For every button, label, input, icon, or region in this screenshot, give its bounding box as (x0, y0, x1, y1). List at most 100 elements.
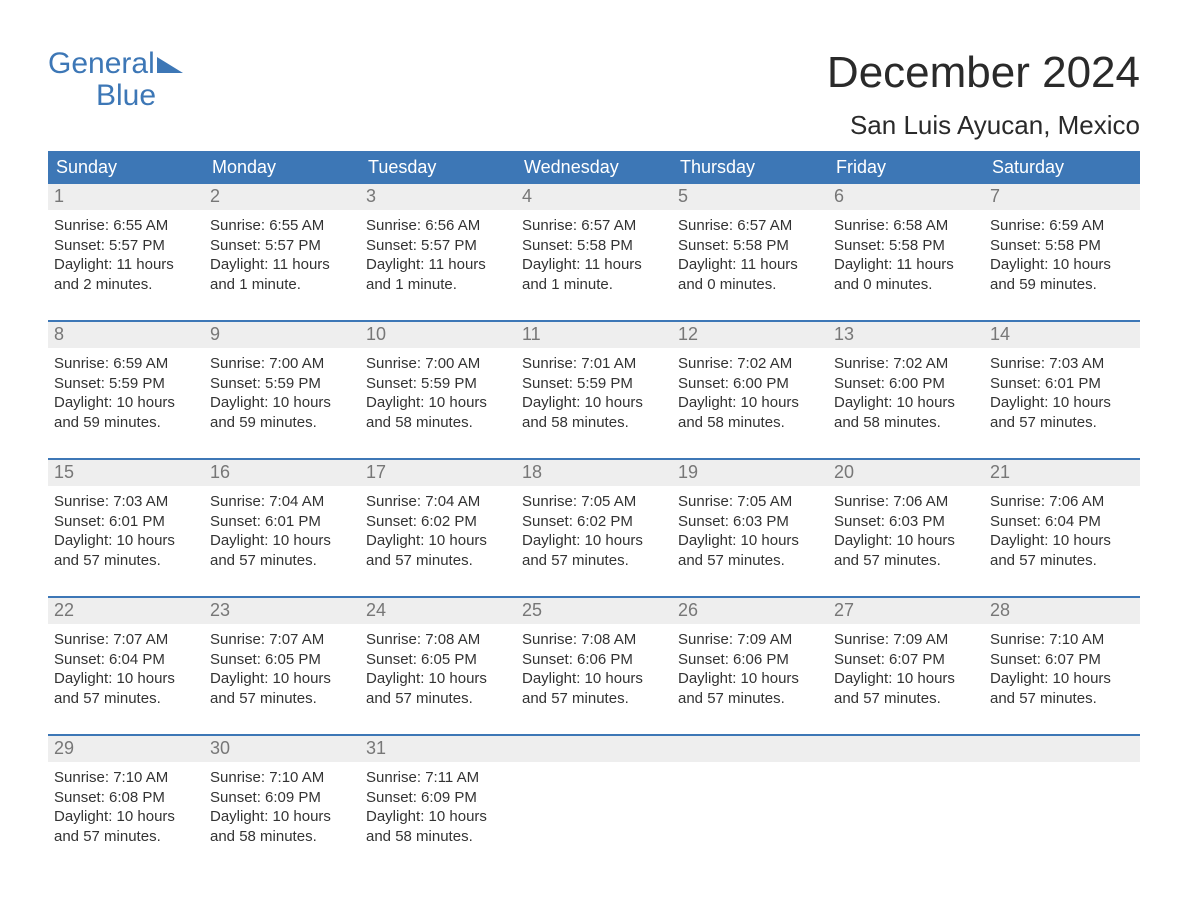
sunrise-line: Sunrise: 7:04 AM (210, 492, 354, 512)
daylight-line: Daylight: 10 hours and 57 minutes. (990, 669, 1134, 708)
day-body (516, 762, 672, 854)
sunrise-line: Sunrise: 7:08 AM (366, 630, 510, 650)
sunset-line: Sunset: 6:01 PM (990, 374, 1134, 394)
calendar-week: 29Sunrise: 7:10 AMSunset: 6:08 PMDayligh… (48, 734, 1140, 854)
daylight-line: Daylight: 11 hours and 1 minute. (366, 255, 510, 294)
logo: General Blue (48, 48, 183, 111)
sunset-line: Sunset: 6:09 PM (366, 788, 510, 808)
day-body: Sunrise: 7:00 AMSunset: 5:59 PMDaylight:… (204, 348, 360, 440)
sunrise-line: Sunrise: 6:58 AM (834, 216, 978, 236)
day-body: Sunrise: 7:02 AMSunset: 6:00 PMDaylight:… (672, 348, 828, 440)
sunrise-line: Sunrise: 7:04 AM (366, 492, 510, 512)
day-number: 27 (828, 598, 984, 624)
day-number (672, 736, 828, 762)
day-number: 1 (48, 184, 204, 210)
day-body: Sunrise: 7:05 AMSunset: 6:03 PMDaylight:… (672, 486, 828, 578)
sunrise-line: Sunrise: 6:55 AM (54, 216, 198, 236)
sunset-line: Sunset: 6:03 PM (678, 512, 822, 532)
day-number: 26 (672, 598, 828, 624)
calendar-day: 7Sunrise: 6:59 AMSunset: 5:58 PMDaylight… (984, 184, 1140, 302)
daylight-line: Daylight: 10 hours and 57 minutes. (54, 531, 198, 570)
sunset-line: Sunset: 6:06 PM (678, 650, 822, 670)
calendar-day: 30Sunrise: 7:10 AMSunset: 6:09 PMDayligh… (204, 736, 360, 854)
sunrise-line: Sunrise: 6:55 AM (210, 216, 354, 236)
day-body: Sunrise: 7:06 AMSunset: 6:04 PMDaylight:… (984, 486, 1140, 578)
sunrise-line: Sunrise: 6:59 AM (54, 354, 198, 374)
day-number: 31 (360, 736, 516, 762)
sunset-line: Sunset: 6:07 PM (990, 650, 1134, 670)
calendar-day: 21Sunrise: 7:06 AMSunset: 6:04 PMDayligh… (984, 460, 1140, 578)
location-label: San Luis Ayucan, Mexico (827, 110, 1140, 141)
calendar-day: 24Sunrise: 7:08 AMSunset: 6:05 PMDayligh… (360, 598, 516, 716)
sunset-line: Sunset: 5:59 PM (210, 374, 354, 394)
sunset-line: Sunset: 5:58 PM (990, 236, 1134, 256)
calendar-day: 12Sunrise: 7:02 AMSunset: 6:00 PMDayligh… (672, 322, 828, 440)
sunrise-line: Sunrise: 7:10 AM (54, 768, 198, 788)
daylight-line: Daylight: 10 hours and 58 minutes. (834, 393, 978, 432)
calendar-day: 25 Sunrise: 7:08 AMSunset: 6:06 PMDayligh… (516, 598, 672, 716)
day-body: Sunrise: 7:09 AMSunset: 6:06 PMDaylight:… (672, 624, 828, 716)
day-body (984, 762, 1140, 854)
day-number: 2 (204, 184, 360, 210)
sunrise-line: Sunrise: 7:11 AM (366, 768, 510, 788)
logo-word-1: General (48, 48, 155, 80)
calendar-day: 29Sunrise: 7:10 AMSunset: 6:08 PMDayligh… (48, 736, 204, 854)
sunrise-line: Sunrise: 6:57 AM (522, 216, 666, 236)
daylight-line: Daylight: 10 hours and 57 minutes. (54, 807, 198, 846)
day-body: Sunrise: 7:06 AMSunset: 6:03 PMDaylight:… (828, 486, 984, 578)
day-number: 3 (360, 184, 516, 210)
logo-triangle-icon (157, 48, 183, 68)
sunset-line: Sunset: 5:57 PM (210, 236, 354, 256)
calendar-day: 11Sunrise: 7:01 AMSunset: 5:59 PMDayligh… (516, 322, 672, 440)
day-number: 24 (360, 598, 516, 624)
daylight-line: Daylight: 10 hours and 57 minutes. (834, 531, 978, 570)
day-body: Sunrise: 7:04 AMSunset: 6:02 PMDaylight:… (360, 486, 516, 578)
day-number: 25 (516, 598, 672, 624)
calendar-day: 20Sunrise: 7:06 AMSunset: 6:03 PMDayligh… (828, 460, 984, 578)
sunrise-line: Sunrise: 7:01 AM (522, 354, 666, 374)
sunset-line: Sunset: 5:59 PM (54, 374, 198, 394)
calendar-day: 27Sunrise: 7:09 AMSunset: 6:07 PMDayligh… (828, 598, 984, 716)
daylight-line: Daylight: 10 hours and 57 minutes. (54, 669, 198, 708)
calendar-day: 6Sunrise: 6:58 AMSunset: 5:58 PMDaylight… (828, 184, 984, 302)
day-number (828, 736, 984, 762)
calendar-day: 8Sunrise: 6:59 AMSunset: 5:59 PMDaylight… (48, 322, 204, 440)
calendar-day: 4Sunrise: 6:57 AMSunset: 5:58 PMDaylight… (516, 184, 672, 302)
sunrise-line: Sunrise: 7:00 AM (210, 354, 354, 374)
day-number: 29 (48, 736, 204, 762)
daylight-line: Daylight: 10 hours and 57 minutes. (522, 669, 666, 708)
sunset-line: Sunset: 6:02 PM (522, 512, 666, 532)
sunrise-line: Sunrise: 7:09 AM (834, 630, 978, 650)
weekday-header: Tuesday (360, 151, 516, 184)
sunset-line: Sunset: 5:58 PM (522, 236, 666, 256)
sunset-line: Sunset: 6:01 PM (210, 512, 354, 532)
weekday-header: Monday (204, 151, 360, 184)
day-body (672, 762, 828, 854)
day-number (516, 736, 672, 762)
day-body: Sunrise: 7:05 AMSunset: 6:02 PMDaylight:… (516, 486, 672, 578)
sunrise-line: Sunrise: 7:03 AM (990, 354, 1134, 374)
day-body: Sunrise: 7:03 AMSunset: 6:01 PMDaylight:… (48, 486, 204, 578)
sunrise-line: Sunrise: 6:56 AM (366, 216, 510, 236)
page-title: December 2024 (827, 48, 1140, 98)
day-number (984, 736, 1140, 762)
day-body: Sunrise: 6:55 AMSunset: 5:57 PMDaylight:… (48, 210, 204, 302)
sunset-line: Sunset: 6:06 PM (522, 650, 666, 670)
daylight-line: Daylight: 10 hours and 58 minutes. (210, 807, 354, 846)
day-body: Sunrise: 6:55 AMSunset: 5:57 PMDaylight:… (204, 210, 360, 302)
sunset-line: Sunset: 5:59 PM (366, 374, 510, 394)
sunset-line: Sunset: 5:57 PM (54, 236, 198, 256)
daylight-line: Daylight: 10 hours and 57 minutes. (210, 531, 354, 570)
sunset-line: Sunset: 6:05 PM (366, 650, 510, 670)
sunset-line: Sunset: 6:04 PM (54, 650, 198, 670)
calendar-day (828, 736, 984, 854)
day-number: 18 (516, 460, 672, 486)
daylight-line: Daylight: 10 hours and 57 minutes. (990, 531, 1134, 570)
calendar-day: 3Sunrise: 6:56 AMSunset: 5:57 PMDaylight… (360, 184, 516, 302)
calendar-day: 16Sunrise: 7:04 AMSunset: 6:01 PMDayligh… (204, 460, 360, 578)
calendar-day (672, 736, 828, 854)
day-number: 13 (828, 322, 984, 348)
daylight-line: Daylight: 11 hours and 1 minute. (210, 255, 354, 294)
weekday-header-row: SundayMondayTuesdayWednesdayThursdayFrid… (48, 151, 1140, 184)
sunrise-line: Sunrise: 7:08 AM (522, 630, 666, 650)
